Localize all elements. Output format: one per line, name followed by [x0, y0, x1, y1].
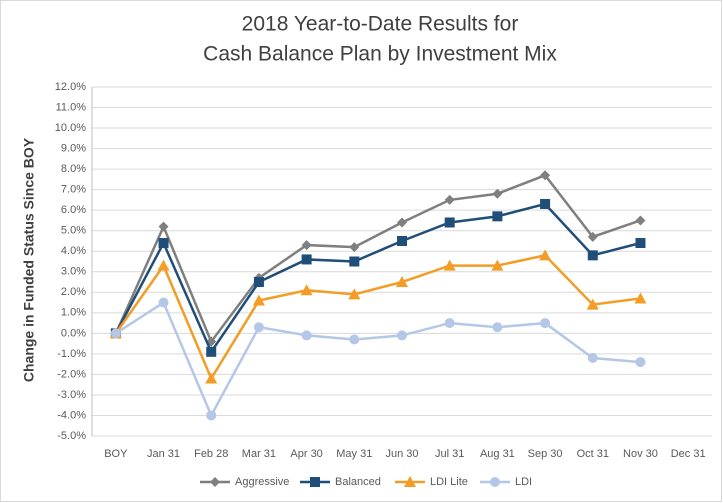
y-tick-label: 6.0% — [61, 204, 86, 216]
x-tick-label: Aug 31 — [480, 448, 515, 460]
marker — [158, 221, 169, 232]
y-tick-label: 8.0% — [61, 163, 86, 175]
marker — [206, 346, 217, 357]
x-tick-label: Jun 30 — [385, 448, 418, 460]
y-tick-label: 9.0% — [61, 142, 86, 154]
x-tick-label: Oct 31 — [577, 448, 609, 460]
marker — [540, 199, 551, 210]
x-tick-label: Nov 30 — [623, 448, 658, 460]
marker — [491, 259, 504, 271]
marker — [301, 254, 312, 265]
chart-title: Cash Balance Plan by Investment Mix — [203, 43, 557, 66]
x-tick-label: Apr 30 — [290, 448, 322, 460]
marker — [349, 334, 360, 345]
marker — [397, 330, 407, 341]
series-line — [115, 300, 641, 419]
marker — [404, 476, 416, 487]
y-tick-label: 5.0% — [61, 225, 86, 237]
marker — [444, 318, 455, 329]
marker — [253, 277, 264, 288]
y-tick-label: -2.0% — [57, 368, 86, 380]
marker — [587, 352, 598, 363]
legend-label: LDI — [515, 476, 532, 488]
marker — [587, 231, 598, 242]
marker — [349, 256, 360, 267]
y-tick-label: -1.0% — [57, 348, 86, 360]
legend-label: Aggressive — [235, 476, 289, 488]
marker — [349, 242, 360, 253]
marker — [586, 298, 599, 310]
y-tick-label: -4.0% — [57, 409, 86, 421]
marker — [348, 288, 361, 300]
legend-label: LDI Lite — [430, 476, 468, 488]
marker — [492, 211, 503, 222]
marker — [444, 217, 455, 228]
chart-title: 2018 Year-to-Date Results for — [242, 13, 519, 36]
marker — [158, 238, 169, 249]
marker — [540, 318, 551, 329]
x-tick-label: BOY — [104, 448, 128, 460]
y-tick-label: 11.0% — [56, 101, 87, 113]
legend-label: Balanced — [335, 476, 381, 488]
marker — [205, 372, 218, 384]
x-tick-label: Mar 31 — [242, 448, 276, 460]
marker — [110, 328, 121, 339]
marker — [444, 194, 455, 205]
y-tick-label: 12.0% — [55, 81, 86, 93]
marker — [253, 322, 264, 333]
x-tick-label: Feb 28 — [194, 448, 228, 460]
x-tick-label: Dec 31 — [671, 448, 706, 460]
y-tick-label: -5.0% — [57, 430, 86, 442]
x-tick-label: May 31 — [336, 448, 372, 460]
y-tick-label: 10.0% — [55, 122, 86, 134]
marker — [587, 250, 598, 261]
marker — [300, 284, 313, 296]
x-tick-label: Jan 31 — [147, 448, 180, 460]
marker — [301, 240, 312, 251]
marker — [539, 249, 552, 261]
marker — [397, 217, 407, 228]
marker — [158, 297, 169, 308]
marker — [492, 322, 503, 333]
y-axis-label: Change in Funded Status Since BOY — [21, 137, 37, 382]
y-tick-label: 1.0% — [61, 307, 86, 319]
marker — [492, 188, 503, 199]
x-tick-label: Sep 30 — [528, 448, 563, 460]
marker — [635, 238, 646, 249]
series-line — [114, 253, 641, 382]
marker — [210, 477, 220, 487]
y-tick-label: 7.0% — [61, 184, 86, 196]
marker — [490, 477, 500, 487]
marker — [397, 235, 407, 246]
marker — [635, 215, 646, 226]
marker — [310, 477, 320, 487]
marker — [443, 259, 456, 271]
marker — [252, 294, 265, 306]
y-tick-label: 0.0% — [61, 327, 86, 339]
marker — [396, 276, 408, 288]
marker — [157, 259, 170, 271]
marker — [634, 292, 647, 304]
y-tick-label: 4.0% — [61, 245, 86, 257]
y-tick-label: -3.0% — [57, 389, 86, 401]
marker — [540, 170, 551, 181]
x-tick-label: Jul 31 — [435, 448, 464, 460]
series-line — [114, 202, 641, 355]
series-line — [114, 173, 641, 345]
marker — [635, 357, 646, 368]
y-tick-label: 3.0% — [61, 266, 86, 278]
marker — [206, 410, 217, 421]
y-tick-label: 2.0% — [61, 286, 86, 298]
marker — [301, 330, 312, 341]
